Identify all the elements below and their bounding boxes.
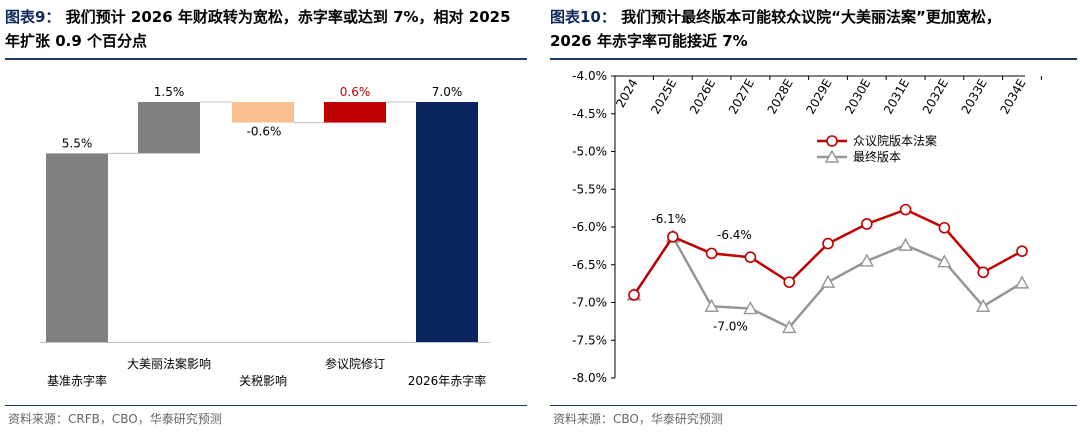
series-point bbox=[822, 237, 834, 250]
y-tick-label: -5.5% bbox=[572, 182, 607, 196]
line-source: 资料来源：CBO，华泰研究预测 bbox=[553, 412, 723, 426]
series-point bbox=[938, 221, 951, 234]
waterfall-bar bbox=[46, 153, 108, 342]
waterfall-title-line2: 年扩张 0.9 个百分点 bbox=[5, 32, 148, 50]
x-tick-label: 2029E bbox=[803, 77, 834, 117]
y-tick-label: -7.5% bbox=[572, 333, 607, 347]
waterfall-bar bbox=[324, 102, 386, 123]
waterfall-category-label: 大美丽法案影响 bbox=[127, 356, 211, 371]
series-point bbox=[1016, 245, 1028, 257]
series-point bbox=[899, 203, 912, 216]
waterfall-source-rule bbox=[5, 405, 527, 406]
waterfall-category-label: 关税影响 bbox=[239, 373, 287, 388]
line-title-line1: 我们预计最终版本可能较众议院“大美丽法案”更加宽松， bbox=[621, 8, 1001, 26]
x-tick-label: 2027E bbox=[726, 77, 757, 117]
x-tick-label: 2034E bbox=[997, 77, 1028, 117]
waterfall-data-label: 7.0% bbox=[432, 85, 463, 99]
legend-marker bbox=[824, 149, 840, 163]
data-annotation: -7.0% bbox=[713, 320, 748, 334]
series-point bbox=[783, 276, 795, 288]
y-tick-label: -5.0% bbox=[572, 145, 607, 159]
series-point bbox=[1014, 275, 1030, 289]
waterfall-bar bbox=[416, 102, 478, 342]
data-annotation: -6.1% bbox=[651, 212, 686, 226]
series-point bbox=[705, 247, 718, 260]
waterfall-bar bbox=[232, 102, 294, 123]
series-point bbox=[704, 298, 719, 312]
series-point bbox=[859, 253, 874, 267]
waterfall-bar bbox=[138, 102, 200, 154]
series-point bbox=[744, 251, 757, 264]
waterfall-title: 图表9： 我们预计 2026 年财政转为宽松，赤字率或达到 7%，相对 2025… bbox=[5, 5, 511, 53]
waterfall-data-label: -0.6% bbox=[247, 125, 282, 139]
waterfall-data-label: 5.5% bbox=[62, 136, 93, 150]
series-point bbox=[743, 301, 758, 315]
waterfall-source: 资料来源：CRFB，CBO，华泰研究预测 bbox=[8, 412, 222, 426]
waterfall-category-label: 参议院修订 bbox=[325, 356, 385, 371]
legend-label: 最终版本 bbox=[853, 149, 901, 164]
series-point bbox=[898, 237, 913, 251]
x-tick-label: 2033E bbox=[959, 77, 990, 117]
x-tick-label: 2028E bbox=[765, 77, 796, 117]
waterfall-data-label: 0.6% bbox=[340, 85, 371, 99]
y-tick-label: -8.0% bbox=[572, 371, 607, 385]
waterfall-category-label: 2026年赤字率 bbox=[408, 373, 487, 388]
line-source-rule bbox=[550, 405, 1077, 406]
x-tick-label: 2031E bbox=[881, 77, 912, 117]
waterfall-title-line1: 我们预计 2026 年财政转为宽松，赤字率或达到 7%，相对 2025 bbox=[65, 8, 511, 26]
waterfall-panel: 图表9： 我们预计 2026 年财政转为宽松，赤字率或达到 7%，相对 2025… bbox=[0, 0, 530, 438]
waterfall-data-label: 1.5% bbox=[154, 85, 185, 99]
series-point bbox=[782, 319, 797, 334]
y-tick-label: -6.5% bbox=[572, 258, 607, 272]
x-tick-label: 2025E bbox=[648, 77, 679, 117]
legend-label: 众议院版本法案 bbox=[853, 133, 937, 148]
series-point bbox=[977, 266, 990, 279]
y-tick-label: -7.0% bbox=[572, 296, 607, 310]
line-title-rule bbox=[550, 58, 1077, 60]
series-point bbox=[976, 298, 991, 312]
y-tick-label: -4.5% bbox=[572, 107, 607, 121]
series-point bbox=[860, 218, 873, 230]
x-tick-label: 2032E bbox=[920, 77, 951, 117]
series-point bbox=[667, 231, 679, 243]
series-point bbox=[937, 254, 952, 268]
line-panel: 图表10： 我们预计最终版本可能较众议院“大美丽法案”更加宽松， 2026 年赤… bbox=[545, 0, 1080, 438]
waterfall-title-label: 图表9： bbox=[5, 8, 61, 26]
legend-marker bbox=[826, 135, 838, 147]
data-annotation: -6.4% bbox=[717, 228, 752, 242]
series-point bbox=[820, 274, 836, 288]
waterfall-title-rule bbox=[5, 58, 527, 60]
line-chart: -4.0% -4.5% -5.0% -5.5% -6.0% -6.5% -7.0% -7.5%… bbox=[572, 69, 1042, 385]
line-title-label: 图表10： bbox=[550, 8, 616, 26]
y-tick-label: -4.0% bbox=[572, 69, 607, 83]
line-title: 图表10： 我们预计最终版本可能较众议院“大美丽法案”更加宽松， 2026 年赤… bbox=[550, 5, 1001, 53]
series-point bbox=[628, 289, 640, 301]
x-tick-label: 2026E bbox=[687, 77, 718, 117]
line-title-line2: 2026 年赤字率可能接近 7% bbox=[550, 32, 748, 50]
y-tick-label: -6.0% bbox=[572, 220, 607, 234]
waterfall-category-label: 基准赤字率 bbox=[47, 373, 107, 388]
x-tick-label: 2030E bbox=[842, 77, 873, 117]
x-tick-label: 2024 bbox=[613, 77, 640, 110]
